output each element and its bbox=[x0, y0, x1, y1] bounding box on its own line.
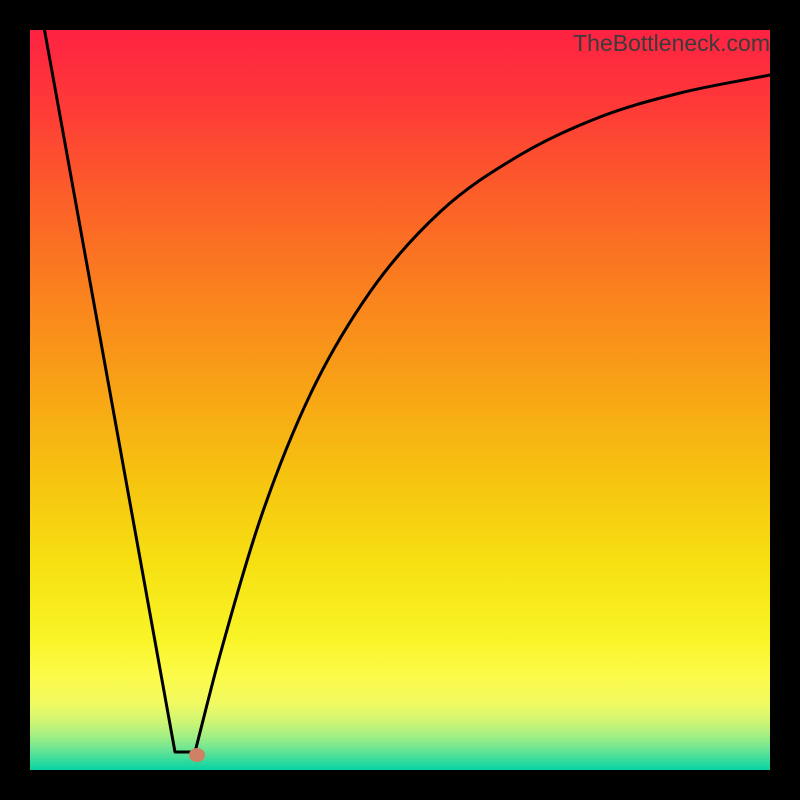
plot-area bbox=[30, 30, 770, 770]
min-marker bbox=[189, 748, 205, 762]
watermark-text: TheBottleneck.com bbox=[573, 30, 770, 57]
bottleneck-curve bbox=[42, 30, 770, 752]
curve-layer bbox=[30, 30, 770, 770]
